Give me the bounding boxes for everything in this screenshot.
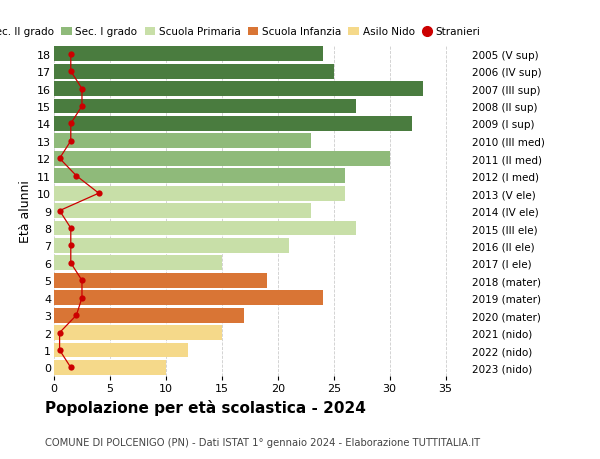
- Bar: [54, 256, 222, 271]
- Bar: [54, 308, 244, 323]
- Bar: [54, 47, 323, 62]
- Bar: [54, 343, 188, 358]
- Text: Popolazione per età scolastica - 2024: Popolazione per età scolastica - 2024: [45, 399, 366, 415]
- Legend: Sec. II grado, Sec. I grado, Scuola Primaria, Scuola Infanzia, Asilo Nido, Stran: Sec. II grado, Sec. I grado, Scuola Prim…: [0, 28, 481, 37]
- Bar: [54, 204, 311, 218]
- Bar: [54, 325, 222, 340]
- Bar: [54, 65, 334, 79]
- Bar: [54, 273, 266, 288]
- Bar: [54, 291, 323, 306]
- Bar: [54, 100, 356, 114]
- Bar: [54, 169, 345, 184]
- Bar: [54, 221, 356, 236]
- Text: COMUNE DI POLCENIGO (PN) - Dati ISTAT 1° gennaio 2024 - Elaborazione TUTTITALIA.: COMUNE DI POLCENIGO (PN) - Dati ISTAT 1°…: [45, 437, 480, 448]
- Bar: [54, 186, 345, 201]
- Bar: [54, 82, 423, 97]
- Y-axis label: Età alunni: Età alunni: [19, 180, 32, 242]
- Bar: [54, 134, 311, 149]
- Bar: [54, 360, 166, 375]
- Bar: [54, 151, 389, 166]
- Bar: [54, 239, 289, 253]
- Bar: [54, 117, 412, 132]
